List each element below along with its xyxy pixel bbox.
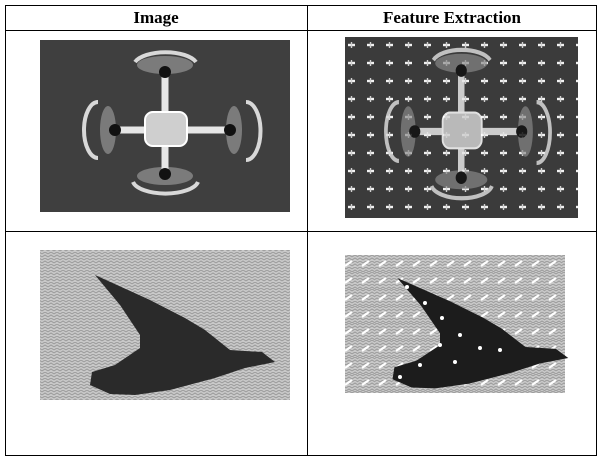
feature-point [458, 333, 462, 337]
feature-point [498, 348, 502, 352]
feature-point [453, 360, 457, 364]
drone-image [40, 40, 290, 212]
feature-point [440, 316, 444, 320]
bird-feature-image [345, 255, 569, 393]
table-border [5, 5, 597, 456]
header-cell: Image [133, 8, 179, 27]
feature-point [405, 285, 409, 289]
feature-point [438, 343, 442, 347]
feature-points [398, 285, 502, 379]
header-cell: Feature Extraction [383, 8, 522, 27]
feature-point [398, 375, 402, 379]
table-grid [5, 5, 597, 456]
bird-image [40, 250, 290, 400]
feature-point [418, 363, 422, 367]
feature-point [423, 301, 427, 305]
drone-feature-image [345, 37, 578, 218]
feature-point [478, 346, 482, 350]
